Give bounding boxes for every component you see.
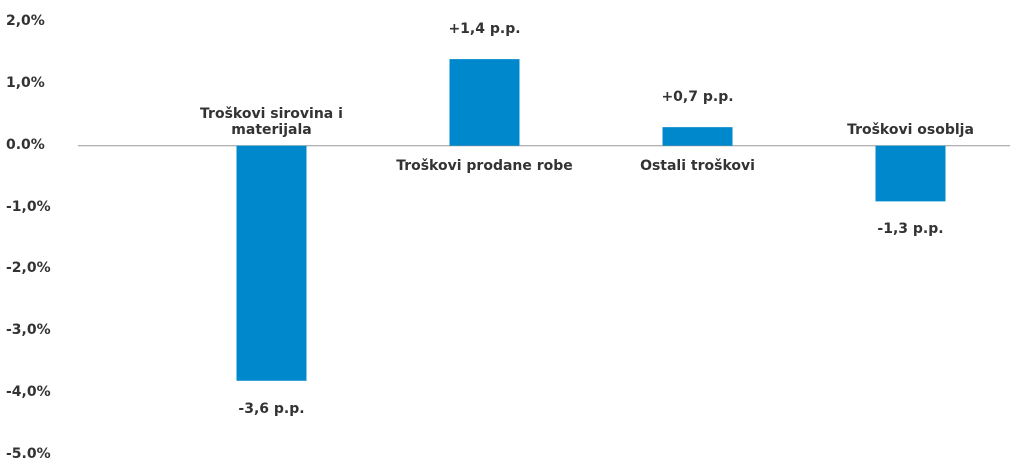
data-label: +0,7 p.p. xyxy=(661,89,734,106)
data-label: -1,3 p.p. xyxy=(877,221,944,238)
data-label: +1,4 p.p. xyxy=(448,21,521,38)
y-tick-label: -2,0% xyxy=(6,260,51,277)
bar xyxy=(236,145,307,381)
y-tick-label: -3,0% xyxy=(6,322,51,339)
bar xyxy=(449,59,520,146)
category-label: Troškovi prodane robe xyxy=(396,157,573,174)
bar xyxy=(875,145,946,202)
category-label: Troškovi osoblja xyxy=(847,121,974,138)
y-tick-label: 1,0% xyxy=(6,74,45,91)
y-tick-label: -1,0% xyxy=(6,198,51,215)
data-label: -3,6 p.p. xyxy=(238,400,305,417)
y-tick-label: -4,0% xyxy=(6,384,51,401)
y-tick-label: 0.0% xyxy=(6,136,45,153)
y-tick-label: -5.0% xyxy=(6,446,51,461)
y-tick-label: 2,0% xyxy=(6,13,45,29)
bar xyxy=(662,127,733,146)
category-label: Troškovi sirovina i materijala xyxy=(200,105,343,138)
category-label: Ostali troškovi xyxy=(640,157,755,174)
